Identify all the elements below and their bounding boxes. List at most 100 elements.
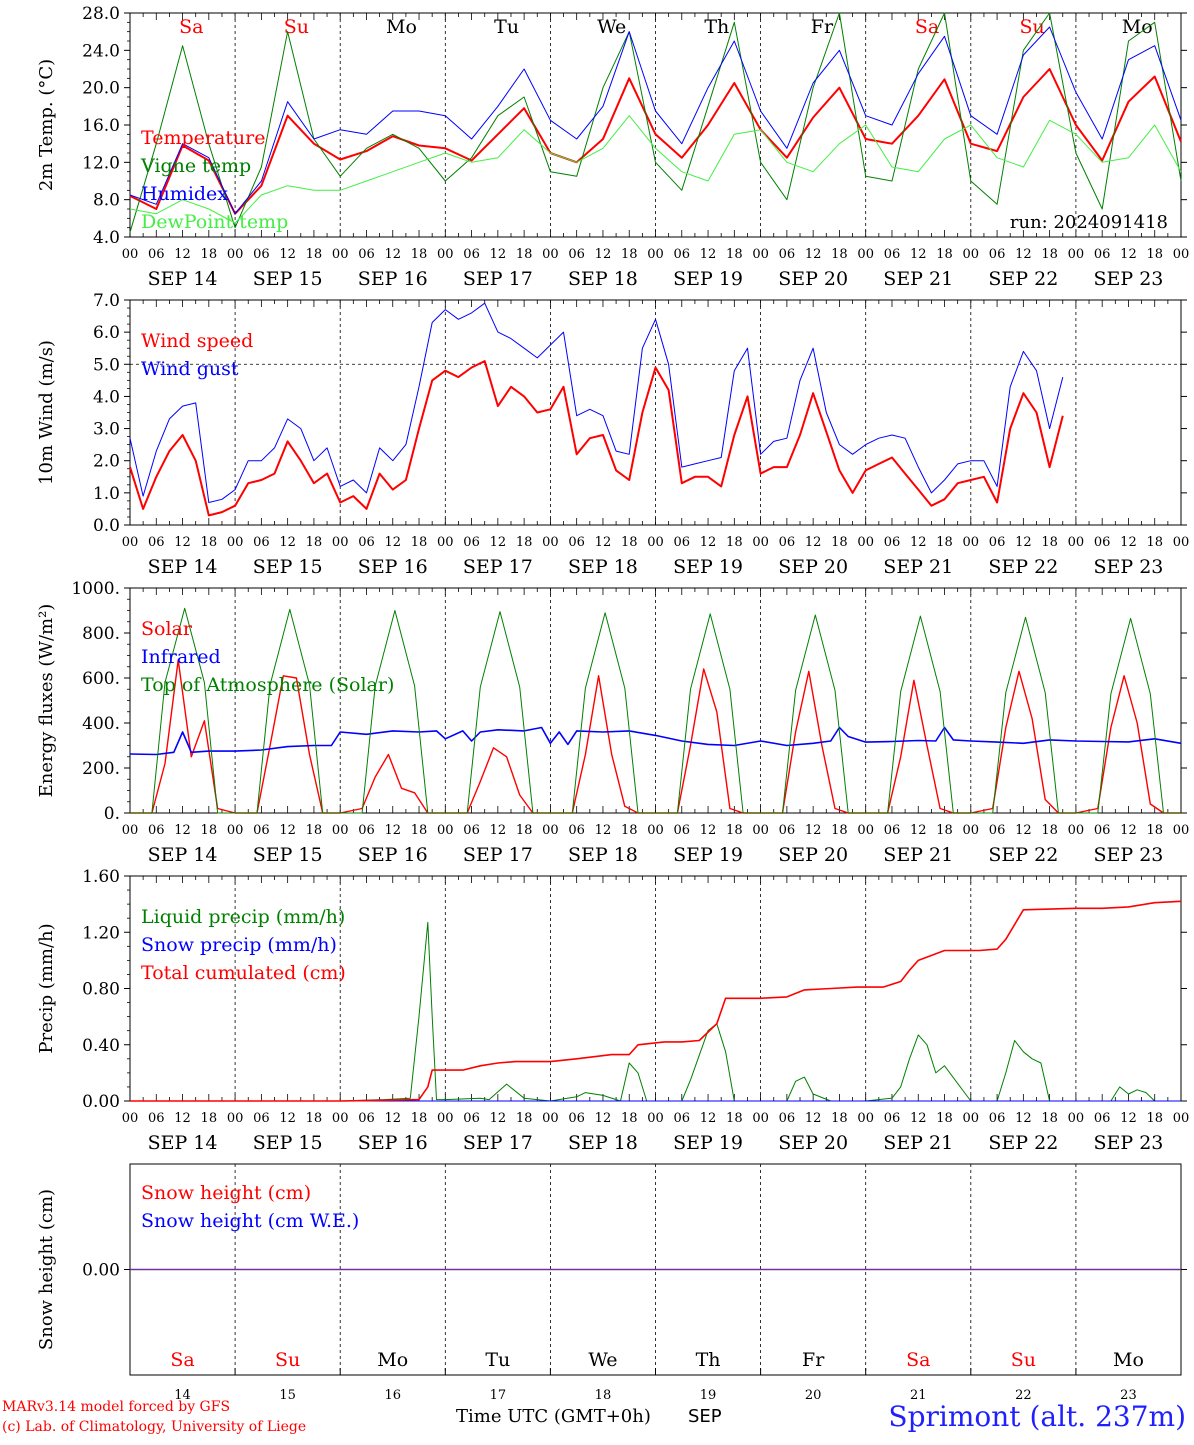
day-number-label: 14: [174, 1388, 191, 1403]
legend-snow-height-cm-w-e: Snow height (cm W.E.): [141, 1210, 359, 1232]
hour-tick-label: 12: [700, 247, 717, 262]
hour-tick-label: 00: [857, 535, 874, 550]
hour-tick-label: 06: [358, 823, 375, 838]
date-label: SEP 23: [1094, 1132, 1164, 1154]
date-label: SEP 23: [1094, 268, 1164, 290]
weekday-label: Su: [1011, 1349, 1036, 1371]
hour-tick-label: 18: [1146, 1111, 1163, 1126]
date-label: SEP 17: [463, 268, 533, 290]
hour-tick-label: 00: [647, 1111, 664, 1126]
hour-tick-label: 18: [936, 823, 953, 838]
panel-energy: 0. 200. 400. 600. 800. 1000. Energy fluxes (W/…: [36, 579, 1189, 866]
hour-tick-label: 06: [1094, 247, 1111, 262]
weekday-label: We: [588, 1349, 617, 1371]
date-label: SEP 14: [148, 1132, 218, 1154]
weekday-label: Th: [696, 1349, 721, 1371]
hour-tick-label: 06: [779, 823, 796, 838]
hour-tick-label: 12: [1015, 1111, 1032, 1126]
y-axis-label: 2m Temp. (°C): [36, 59, 57, 191]
y-tick-label: 6.0: [93, 323, 120, 343]
legend-snow-height-cm: Snow height (cm): [141, 1182, 311, 1204]
hour-tick-label: 12: [490, 823, 507, 838]
hour-tick-label: 00: [647, 247, 664, 262]
date-label: SEP 16: [358, 1132, 428, 1154]
hour-tick-label: 12: [1120, 247, 1137, 262]
legend-snow-precip-mm-h: Snow precip (mm/h): [141, 934, 337, 956]
hour-tick-label: 00: [542, 1111, 559, 1126]
hour-tick-label: 06: [568, 247, 585, 262]
hour-tick-label: 06: [463, 823, 480, 838]
date-label: SEP 23: [1094, 556, 1164, 578]
panel-frame: [129, 587, 1182, 814]
hour-tick-label: 00: [437, 1111, 454, 1126]
hour-tick-label: 00: [437, 823, 454, 838]
hour-tick-label: 12: [805, 823, 822, 838]
date-label: SEP 22: [988, 268, 1058, 290]
hour-tick-label: 06: [463, 247, 480, 262]
y-axis-label: 10m Wind (m/s): [36, 340, 57, 485]
hour-tick-label: 18: [1041, 823, 1058, 838]
hour-tick-label: 00: [1173, 247, 1190, 262]
series-top-of-atmosphere-solar: [130, 607, 1181, 814]
y-tick-label: 16.0: [82, 116, 120, 136]
y-tick-label: 4.0: [93, 228, 120, 248]
hour-tick-label: 12: [279, 1111, 296, 1126]
hour-tick-label: 12: [595, 535, 612, 550]
hour-tick-label: 18: [516, 247, 533, 262]
y-tick-label: 28.0: [82, 4, 120, 24]
hour-tick-label: 12: [279, 535, 296, 550]
hour-tick-label: 00: [227, 535, 244, 550]
hour-tick-label: 06: [568, 1111, 585, 1126]
hour-tick-label: 12: [174, 247, 191, 262]
hour-tick-label: 00: [752, 535, 769, 550]
legend-infrared: Infrared: [141, 646, 221, 668]
hour-tick-label: 00: [122, 247, 139, 262]
hour-tick-label: 18: [411, 1111, 428, 1126]
legend-total-cumulated-cm: Total cumulated (cm): [141, 962, 346, 984]
date-label: SEP 20: [778, 1132, 848, 1154]
hour-tick-label: 18: [831, 823, 848, 838]
hour-tick-label: 06: [253, 247, 270, 262]
weekday-label: Tu: [485, 1349, 510, 1371]
hour-tick-label: 00: [332, 1111, 349, 1126]
hour-tick-label: 06: [989, 823, 1006, 838]
month-label: SEP: [688, 1406, 722, 1427]
hour-tick-label: 12: [384, 823, 401, 838]
hour-tick-label: 12: [384, 247, 401, 262]
hour-tick-label: 06: [148, 1111, 165, 1126]
hour-tick-label: 12: [595, 247, 612, 262]
hour-tick-label: 18: [1146, 247, 1163, 262]
hour-tick-label: 18: [621, 1111, 638, 1126]
hour-tick-label: 06: [568, 535, 585, 550]
date-label: SEP 17: [463, 1132, 533, 1154]
hour-tick-label: 00: [752, 247, 769, 262]
hour-tick-label: 18: [726, 535, 743, 550]
panel-wind: 0.0 1.0 2.0 3.0 4.0 5.0 6.0 7.0 10m Wind (m/s) 00…: [36, 291, 1189, 578]
hour-tick-label: 00: [1173, 1111, 1190, 1126]
hour-tick-label: 06: [1094, 1111, 1111, 1126]
hour-tick-label: 18: [306, 1111, 323, 1126]
weekday-label: Fr: [811, 16, 834, 38]
panel-snow: 0.00 Snow height (cm) Sa Su Mo Tu We Th Fr Sa Su Mo…: [36, 1163, 1187, 1403]
hour-tick-label: 00: [437, 247, 454, 262]
date-label: SEP 15: [253, 844, 323, 866]
hour-tick-label: 00: [857, 823, 874, 838]
hour-tick-label: 18: [201, 823, 218, 838]
hour-tick-label: 18: [306, 823, 323, 838]
day-number-label: 21: [910, 1388, 927, 1403]
hour-tick-label: 18: [726, 247, 743, 262]
y-tick-label: 0.: [104, 804, 120, 824]
hour-tick-label: 12: [910, 535, 927, 550]
legend-temperature: Temperature: [141, 127, 265, 149]
y-tick-label: 200.: [82, 759, 120, 779]
hour-tick-label: 12: [1015, 535, 1032, 550]
date-label: SEP 20: [778, 268, 848, 290]
hour-tick-label: 06: [674, 823, 691, 838]
hour-tick-label: 06: [779, 1111, 796, 1126]
date-label: SEP 22: [988, 1132, 1058, 1154]
y-tick-label: 5.0: [93, 355, 120, 375]
y-axis-label: Precip (mm/h): [36, 923, 57, 1053]
series-dewpoint-temp: [129, 115, 1182, 224]
hour-tick-label: 12: [595, 823, 612, 838]
